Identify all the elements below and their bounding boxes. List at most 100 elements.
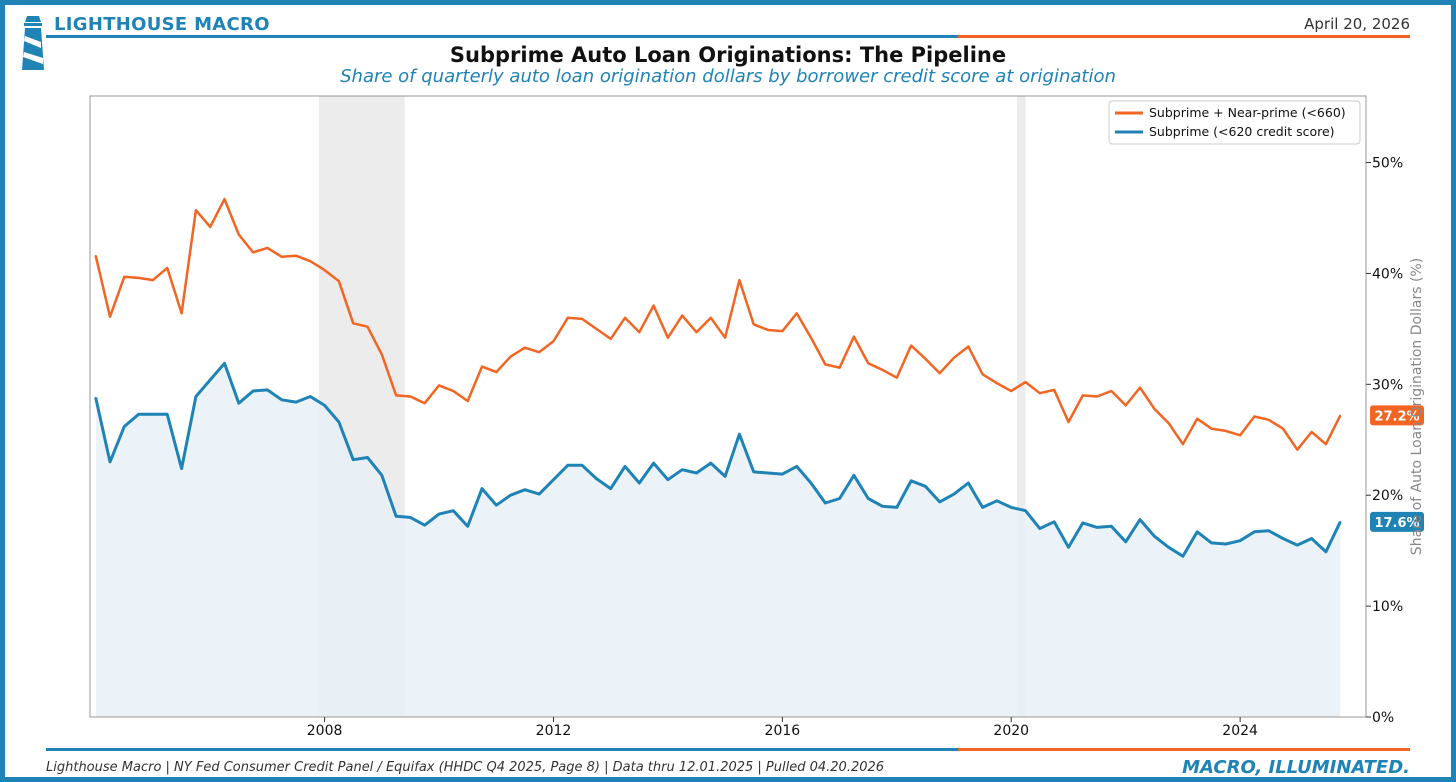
series-1-point <box>452 509 455 512</box>
series-0-point <box>681 314 683 317</box>
series-1-point <box>94 396 97 399</box>
series-0-point <box>1325 443 1327 446</box>
series-1-point <box>266 389 269 391</box>
series-0-point <box>724 336 726 339</box>
series-0-point <box>123 276 126 278</box>
series-0-point <box>481 365 483 368</box>
series-1-point <box>409 516 412 519</box>
series-1-point <box>1210 542 1213 544</box>
series-0-point <box>209 226 211 228</box>
series-1-point <box>581 464 583 467</box>
series-1-point <box>395 515 397 518</box>
series-0-point <box>667 336 669 339</box>
series-1-point <box>938 501 941 503</box>
series-0-point <box>695 331 698 334</box>
y-tick-label: 20% <box>1372 488 1403 504</box>
brand-name: LIGHTHOUSE MACRO <box>54 14 270 35</box>
y-axis-label: Share of Auto Loan Origination Dollars (… <box>1409 258 1425 555</box>
series-1-point <box>1082 522 1084 524</box>
series-1-point <box>1267 529 1270 532</box>
series-0-point <box>452 390 455 392</box>
series-1-point <box>981 506 984 509</box>
series-1-point <box>209 379 211 381</box>
series-0-point <box>638 331 641 334</box>
series-0-point <box>166 267 168 269</box>
series-0-point <box>652 304 655 307</box>
series-0-point <box>752 323 755 326</box>
series-1-point <box>509 494 512 497</box>
series-1-point <box>781 473 784 475</box>
series-1-point <box>1339 521 1342 523</box>
series-0-point <box>938 372 941 375</box>
series-1-point <box>338 421 340 423</box>
series-0-point <box>495 371 498 373</box>
series-0-point <box>338 280 340 283</box>
series-0-point <box>509 355 512 358</box>
x-tick-label: 2020 <box>993 723 1029 739</box>
y-tick-label: 0% <box>1372 710 1394 726</box>
series-0-point <box>366 325 369 328</box>
series-1-point <box>624 465 626 468</box>
series-1-point <box>867 497 869 500</box>
series-0-point <box>767 329 769 331</box>
series-1-point <box>166 413 168 416</box>
series-0-point <box>1110 390 1113 392</box>
header-rule-blue <box>46 35 958 38</box>
series-0-point <box>996 382 998 385</box>
x-tick-label: 2016 <box>765 723 801 739</box>
series-0-point <box>109 315 111 318</box>
series-0-point <box>438 384 440 387</box>
series-1-point <box>853 474 855 477</box>
series-0-point <box>1096 395 1098 398</box>
footer-rule-blue <box>46 748 958 751</box>
series-0-point <box>266 247 269 249</box>
series-0-point <box>567 317 569 319</box>
recession-band-1 <box>1016 96 1026 717</box>
series-0-point <box>195 209 197 211</box>
series-1-point <box>1196 531 1198 533</box>
series-0-point <box>967 345 970 348</box>
series-0-point <box>1310 431 1313 433</box>
series-0-point <box>223 198 226 200</box>
series-1-point <box>953 493 955 495</box>
y-tick-label: 50% <box>1372 156 1403 172</box>
end-value-label: 17.6% <box>1374 516 1419 531</box>
series-0-point <box>423 402 426 405</box>
series-0-point <box>924 358 927 360</box>
series-0-point <box>137 277 140 279</box>
series-1-point <box>910 480 912 482</box>
end-value-badge <box>1370 511 1424 532</box>
series-1-point <box>838 497 841 500</box>
series-1-point <box>667 478 669 481</box>
x-tick-label: 2008 <box>307 723 343 739</box>
series-0-point <box>981 373 984 376</box>
series-0-point <box>810 336 812 339</box>
series-1-point <box>996 500 998 502</box>
series-0-point <box>1082 394 1084 397</box>
series-1-point <box>524 488 526 491</box>
series-0-point <box>152 279 154 281</box>
series-1-point <box>738 433 741 436</box>
series-1-point <box>924 485 927 488</box>
series-1-point <box>1139 518 1141 521</box>
tagline: MACRO, ILLUMINATED. <box>1182 757 1410 778</box>
series-0-point <box>1053 389 1055 391</box>
series-1-point <box>1053 521 1055 523</box>
legend-entry: Subprime + Near-prime (<660) <box>1149 105 1346 120</box>
end-value-badge <box>1370 405 1424 426</box>
series-0-point <box>295 254 297 257</box>
series-1-point <box>1153 535 1156 537</box>
series-1-point <box>180 467 183 470</box>
subprime-area-fill <box>95 363 1341 717</box>
header-rule-orange <box>958 35 1410 38</box>
source-footnote: Lighthouse Macro | NY Fed Consumer Credi… <box>46 760 885 775</box>
series-0-point <box>552 340 555 342</box>
series-0-point <box>838 366 841 369</box>
series-1-point <box>1253 531 1256 533</box>
series-1-point <box>752 471 755 473</box>
series-0-point <box>624 317 626 319</box>
series-0-point <box>867 362 869 365</box>
series-0-point <box>710 317 712 319</box>
series-0-point <box>953 356 955 359</box>
